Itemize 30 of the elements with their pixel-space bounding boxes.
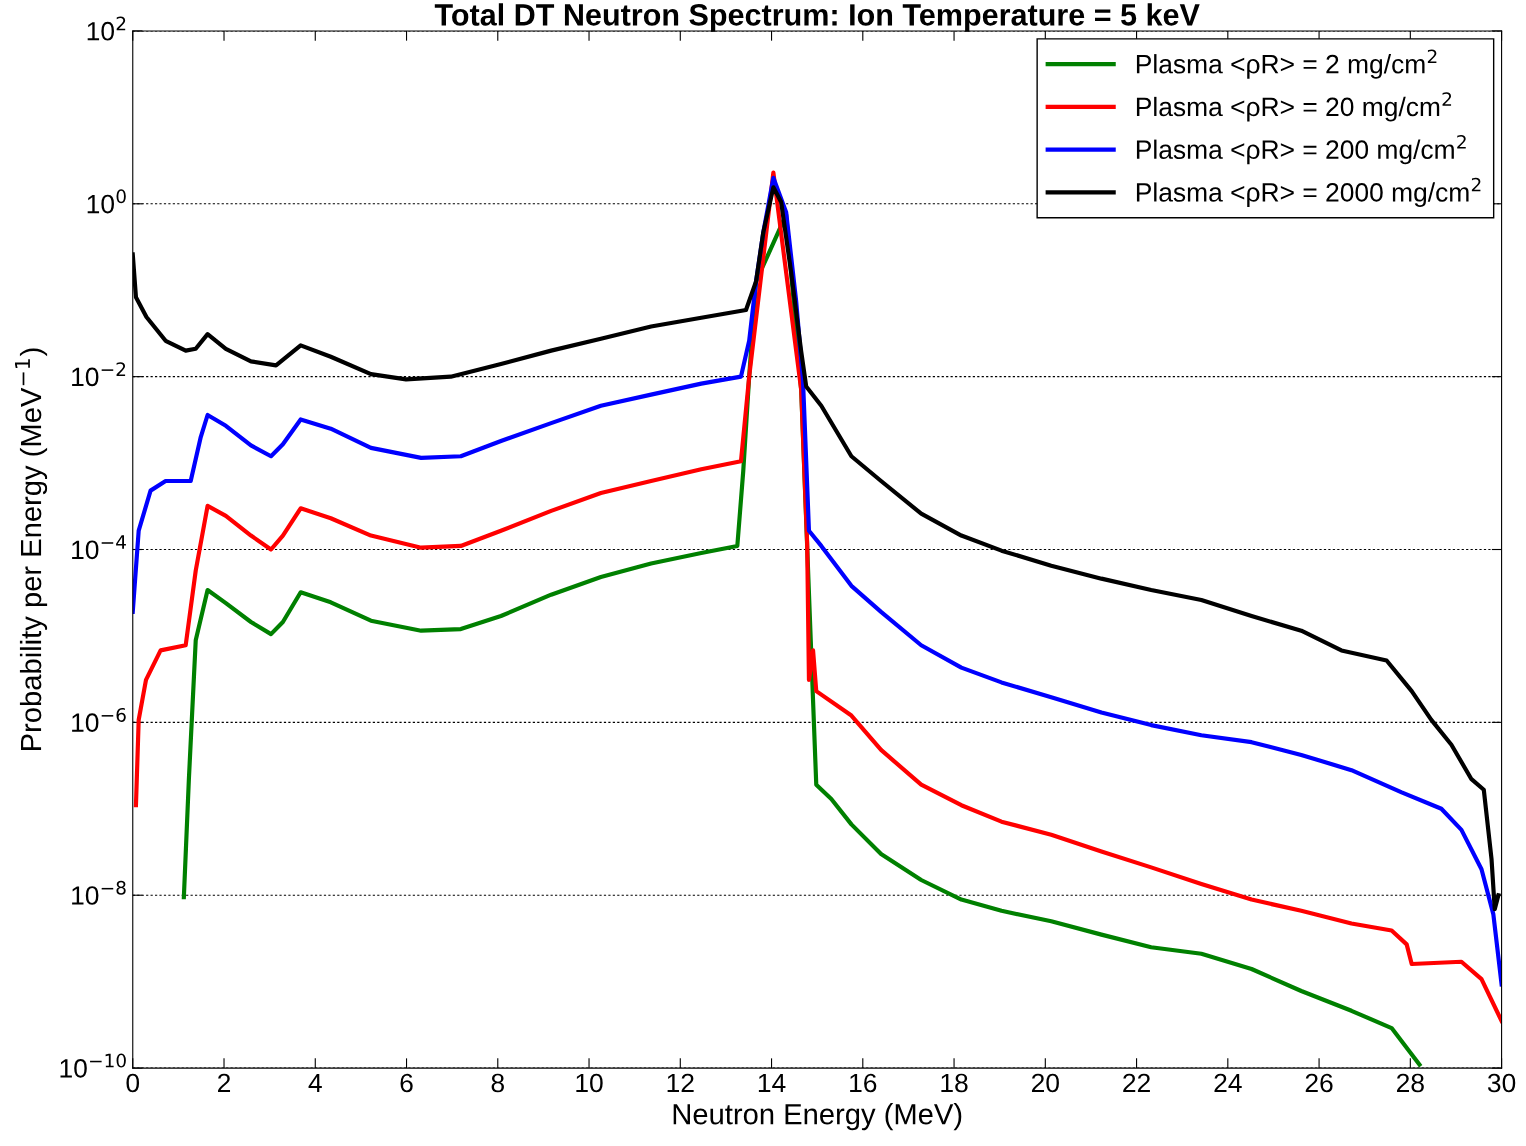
y-tick-label: 10$^{−2}$ bbox=[72, 362, 126, 387]
x-axis-title: Neutron Energy (MeV) bbox=[673, 1103, 962, 1131]
x-tick-label: 12 bbox=[667, 1073, 694, 1093]
chart-title: Total DT Neutron Spectrum: Ion Temperature = 5 keV bbox=[434, 3, 1200, 32]
x-tick-label: 22 bbox=[1123, 1073, 1150, 1093]
legend-label: Plasma <ρR> = 2000 mg/cm$^{2}$ bbox=[1136, 177, 1481, 207]
x-tick-label: 28 bbox=[1396, 1073, 1424, 1093]
x-tick-label: 20 bbox=[1031, 1073, 1059, 1093]
legend-label: Plasma <ρR> = 200 mg/cm$^{2}$ bbox=[1136, 134, 1466, 165]
x-tick-label: 8 bbox=[491, 1073, 504, 1093]
x-tick-label: 10 bbox=[576, 1073, 603, 1093]
x-tick-label: 14 bbox=[758, 1073, 786, 1093]
y-tick-label: 10$^{−6}$ bbox=[72, 707, 126, 732]
y-tick-label: 10$^{2}$ bbox=[87, 16, 126, 41]
y-tick-label: 10$^{0}$ bbox=[87, 189, 126, 214]
x-tick-label: 24 bbox=[1214, 1073, 1242, 1093]
legend-label: Plasma <ρR> = 20 mg/cm$^{2}$ bbox=[1136, 92, 1452, 122]
x-tick-label: 0 bbox=[126, 1073, 140, 1093]
y-tick-label: 10$^{−4}$ bbox=[72, 535, 126, 560]
legend-label: Plasma <ρR> = 2 mg/cm$^{2}$ bbox=[1136, 49, 1437, 79]
x-tick-label: 4 bbox=[308, 1073, 322, 1093]
x-tick-label: 18 bbox=[941, 1073, 968, 1093]
x-tick-label: 16 bbox=[850, 1073, 877, 1093]
x-tick-label: 2 bbox=[218, 1073, 231, 1093]
y-tick-label: 10$^{−10}$ bbox=[60, 1053, 126, 1078]
x-tick-label: 30 bbox=[1487, 1073, 1516, 1093]
y-tick-label: 10$^{−8}$ bbox=[72, 880, 126, 905]
x-tick-label: 6 bbox=[400, 1073, 413, 1093]
x-tick-label: 26 bbox=[1305, 1073, 1333, 1093]
y-axis-title: Probability per Energy (MeV$^{−1}$) bbox=[15, 348, 48, 750]
